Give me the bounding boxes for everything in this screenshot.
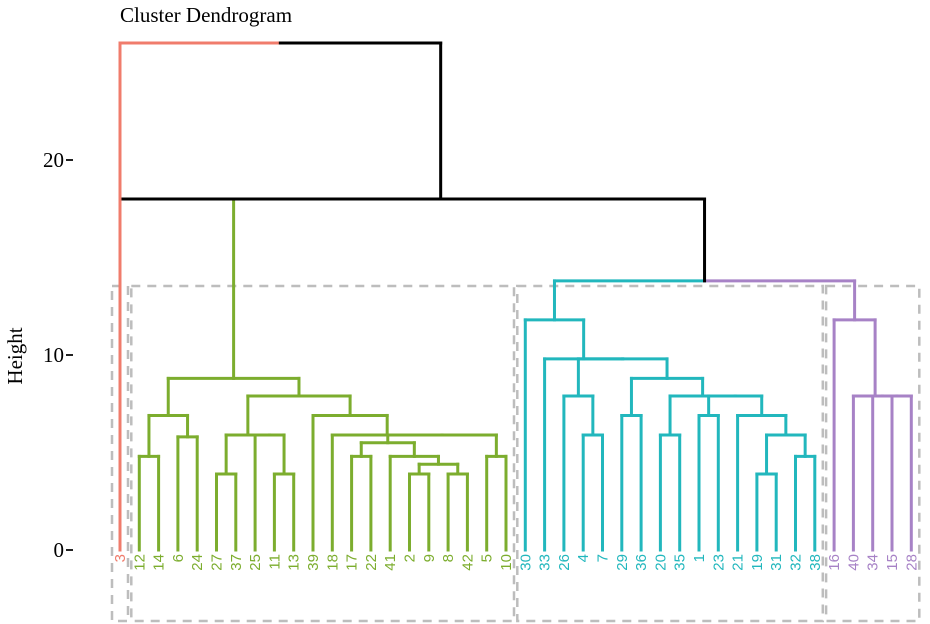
- chart-title: Cluster Dendrogram: [120, 3, 292, 27]
- leaf-label: 21: [730, 554, 747, 571]
- leaf-label: 23: [710, 554, 727, 571]
- leaf-label: 1: [691, 554, 708, 562]
- dendrogram-branches: [118, 41, 913, 552]
- leaf-label: 5: [479, 554, 496, 562]
- leaf-label: 37: [228, 554, 245, 571]
- leaf-label: 40: [845, 554, 862, 571]
- leaf-label: 19: [749, 554, 766, 571]
- leaf-label: 31: [768, 554, 785, 571]
- leaf-label: 34: [865, 554, 882, 571]
- leaf-label: 16: [826, 554, 843, 571]
- cluster-box: [516, 284, 825, 623]
- leaf-label: 2: [402, 554, 419, 562]
- leaf-label: 10: [498, 554, 515, 571]
- leaf-label: 30: [517, 554, 534, 571]
- leaf-label: 9: [421, 554, 438, 562]
- leaf-label: 29: [614, 554, 631, 571]
- leaf-label: 32: [788, 554, 805, 571]
- leaf-label: 36: [633, 554, 650, 571]
- y-tick-label: 10: [43, 343, 64, 367]
- leaf-label: 42: [459, 554, 476, 571]
- leaf-labels: 3 12 14 6 24 27 37 25 11 13 39 18 17 22 41 2 9 8 42 5 10 30 33…: [112, 554, 920, 571]
- leaf-label: 28: [903, 554, 920, 571]
- y-axis: 0 10 20: [43, 148, 73, 562]
- leaf-label: 35: [672, 554, 689, 571]
- leaf-label: 3: [112, 554, 129, 562]
- leaf-label: 38: [807, 554, 824, 571]
- leaf-label: 24: [189, 554, 206, 571]
- leaf-label: 25: [247, 554, 264, 571]
- cluster-box: [824, 284, 921, 623]
- leaf-label: 14: [151, 554, 168, 571]
- leaf-label: 7: [595, 554, 612, 562]
- leaf-label: 41: [382, 554, 399, 571]
- leaf-label: 13: [286, 554, 303, 571]
- leaf-label: 39: [305, 554, 322, 571]
- y-tick-label: 20: [43, 148, 64, 172]
- leaf-label: 12: [131, 554, 148, 571]
- leaf-label: 20: [652, 554, 669, 571]
- leaf-label: 17: [344, 554, 361, 571]
- leaf-label: 4: [575, 554, 592, 562]
- leaf-label: 22: [363, 554, 380, 571]
- leaf-label: 11: [266, 554, 283, 570]
- leaf-label: 26: [556, 554, 573, 571]
- leaf-label: 6: [170, 554, 187, 562]
- y-axis-label: Height: [3, 327, 27, 384]
- leaf-label: 33: [537, 554, 554, 571]
- leaf-label: 27: [209, 554, 226, 571]
- cluster-box: [130, 284, 516, 623]
- leaf-label: 18: [324, 554, 341, 571]
- leaf-label: 8: [440, 554, 457, 562]
- leaf-label: 15: [884, 554, 901, 571]
- y-tick-label: 0: [54, 538, 65, 562]
